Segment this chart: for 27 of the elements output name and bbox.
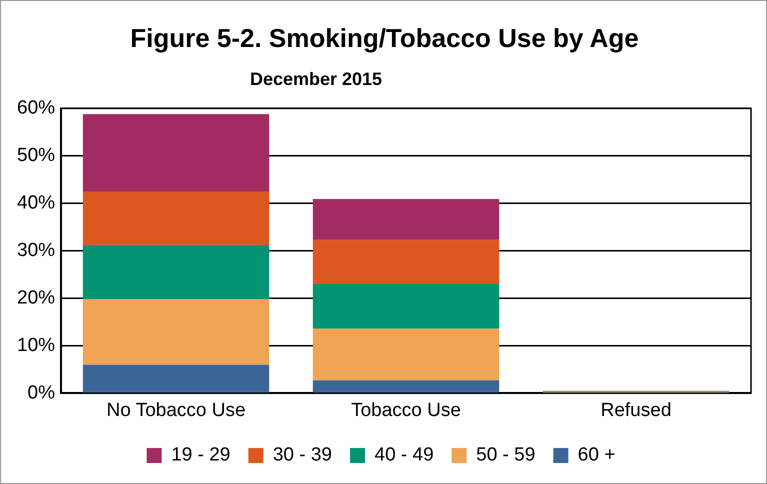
x-tick-label: Tobacco Use (351, 400, 461, 421)
chart-subtitle: December 2015 (248, 69, 384, 90)
legend-label: 60 + (578, 444, 616, 466)
y-tick-label: 60% (16, 98, 56, 119)
bar (82, 114, 270, 192)
bar (82, 299, 270, 365)
y-tick-label: 20% (16, 288, 56, 308)
bar (312, 380, 500, 392)
bar (82, 364, 270, 392)
x-tick-label: No Tobacco Use (106, 400, 246, 421)
y-tick-label: 40% (16, 192, 56, 214)
chart-title: Figure 5-2. Smoking/Tobacco Use by Age (129, 23, 640, 54)
bar (312, 284, 500, 329)
legend-label: 40 - 49 (374, 444, 434, 466)
bar (312, 199, 500, 240)
y-tick-label: 0% (28, 382, 56, 404)
bar (312, 240, 500, 284)
legend-label: 30 - 39 (272, 444, 332, 466)
bar (82, 191, 270, 246)
y-tick-label: 30% (16, 240, 56, 262)
y-tick-label: 50% (16, 145, 56, 166)
legend-label: 19 - 29 (171, 444, 230, 466)
x-tick-label: Refused (600, 400, 672, 421)
bar (312, 328, 500, 380)
bar (82, 245, 270, 300)
y-tick-label: 10% (16, 334, 56, 356)
legend-label: 50 - 59 (476, 444, 536, 466)
